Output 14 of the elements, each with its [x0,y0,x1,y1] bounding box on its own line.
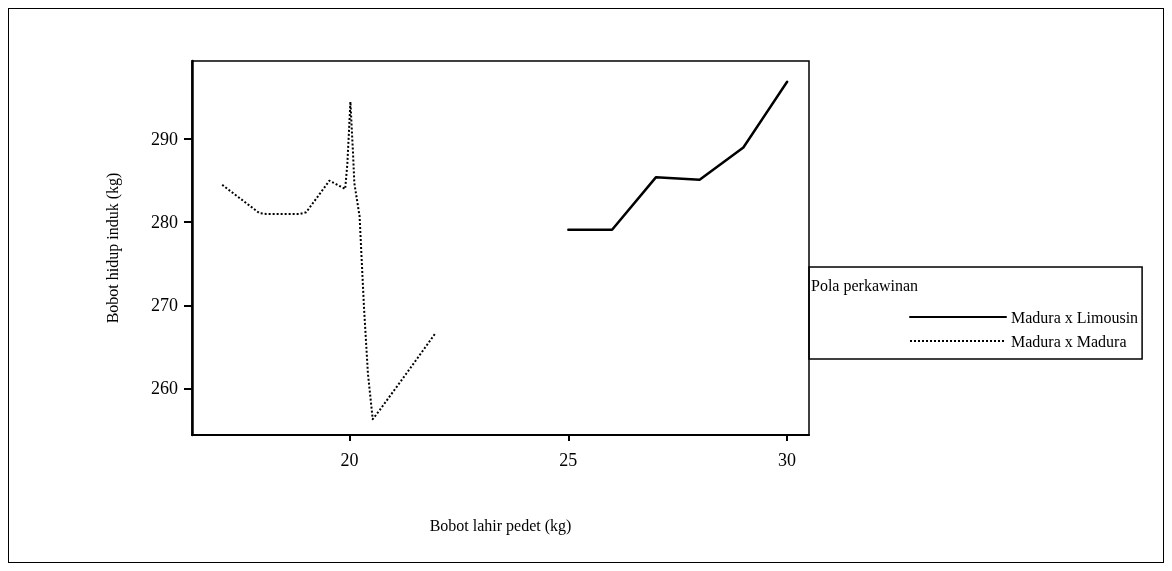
x-tick-label: 20 [340,450,359,470]
line-series [567,80,789,231]
y-tick-label: 290 [151,129,178,150]
x-tick-label: 25 [559,450,578,470]
text: Madura x Madura [1011,332,1127,350]
y-tick-label: 270 [151,295,178,316]
line-series [221,100,437,421]
y-tick-label: 280 [151,212,178,233]
y-axis-title: Bobot hidup induk (kg) [103,172,122,324]
legend-title: Pola perkawinan [811,276,919,295]
x-axis-title: Bobot lahir pedet (kg) [429,516,572,535]
y-tick-label: 260 [151,378,178,399]
text: Madura x Limousin [1011,308,1139,326]
x-tick-label: 30 [778,450,797,470]
